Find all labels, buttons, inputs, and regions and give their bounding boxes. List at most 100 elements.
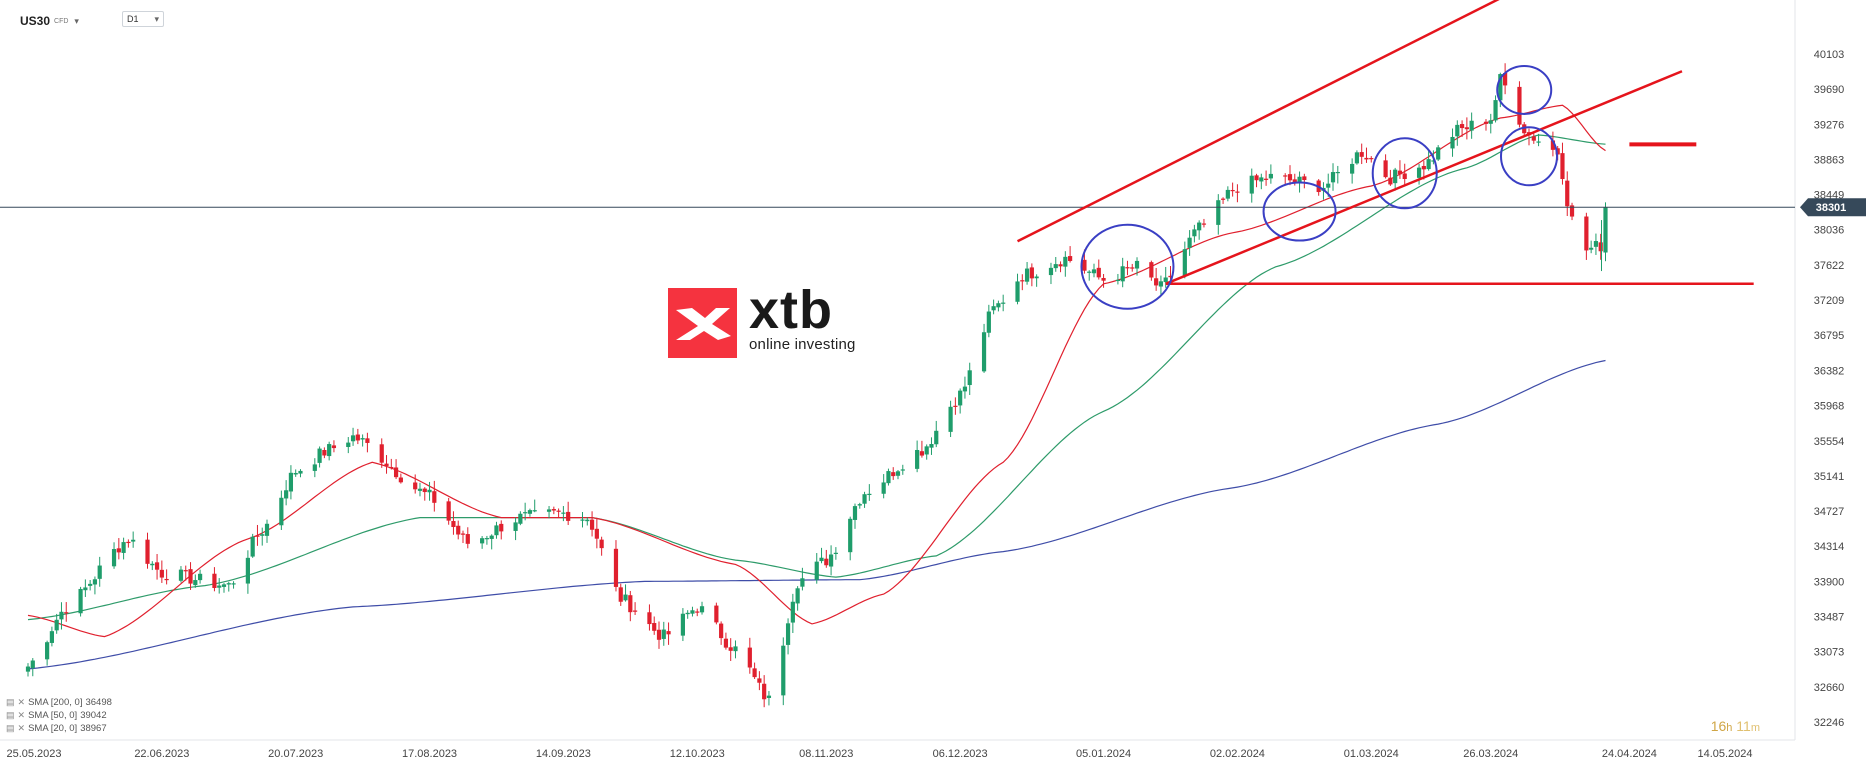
legend-row-sma200[interactable]: ▤ ✕ SMA [200, 0] 36498 <box>6 696 112 709</box>
chevron-down-icon: ▾ <box>154 13 159 24</box>
candle-body <box>881 482 886 494</box>
candle-body <box>131 539 136 542</box>
candle-body <box>1158 281 1164 287</box>
candle-body <box>360 438 365 440</box>
candle-body <box>1235 191 1240 193</box>
candle-body <box>886 471 891 484</box>
candle-body <box>967 370 972 386</box>
x-tick-label: 26.03.2024 <box>1463 748 1518 760</box>
legend-label: SMA [20, 0] <box>28 723 78 734</box>
close-icon[interactable]: ✕ <box>17 723 26 733</box>
close-icon[interactable]: ✕ <box>17 710 26 720</box>
x-tick-label: 06.12.2023 <box>933 748 988 760</box>
candle-body <box>1330 172 1336 183</box>
candle-body <box>422 488 427 493</box>
x-tick-label: 20.07.2023 <box>268 748 323 760</box>
candle-body <box>255 535 260 537</box>
x-tick-label: 14.05.2024 <box>1697 748 1752 760</box>
candle-body <box>666 631 671 635</box>
candle-body <box>346 442 351 448</box>
candle-body <box>1302 176 1307 181</box>
candle-body <box>1589 247 1594 250</box>
candle-body <box>1459 124 1465 129</box>
candle-body <box>1201 223 1207 225</box>
candle-body <box>1216 200 1221 225</box>
candle-body <box>1483 121 1489 124</box>
candle-body <box>150 563 155 566</box>
candle-body <box>1268 173 1273 179</box>
candle-body <box>1397 170 1403 175</box>
candle-body <box>594 528 599 539</box>
candle-body <box>1531 136 1536 141</box>
candle-body <box>1024 268 1030 282</box>
current-price-flag <box>1800 198 1866 217</box>
candle-body <box>948 406 953 432</box>
candle-body <box>489 535 494 539</box>
candle-body <box>523 512 528 514</box>
candle-body <box>857 504 862 506</box>
candle-body <box>733 646 738 652</box>
candle-body <box>484 538 490 540</box>
legend-row-sma20[interactable]: ▤ ✕ SMA [20, 0] 38967 <box>6 722 112 735</box>
symbol-selector[interactable]: US30 CFD ▾ <box>20 12 79 30</box>
candle-body <box>513 522 518 531</box>
y-tick-label: 32660 <box>1814 682 1845 694</box>
candle-body <box>824 558 829 566</box>
candle-body <box>929 444 934 448</box>
menu-icon[interactable]: ▤ <box>6 710 15 720</box>
y-tick-label: 40103 <box>1814 49 1845 61</box>
candle-body <box>1369 158 1374 160</box>
legend-row-sma50[interactable]: ▤ ✕ SMA [50, 0] 39042 <box>6 709 112 722</box>
candle-body <box>178 569 184 581</box>
candle-body <box>1488 120 1493 124</box>
timeframe-value: D1 <box>127 14 139 24</box>
candle-body <box>915 449 920 469</box>
timeframe-select[interactable]: D1 ▾ <box>122 11 164 27</box>
x-tick-label: 17.08.2023 <box>402 748 457 760</box>
candle-body <box>1455 124 1460 137</box>
candle-body <box>1383 160 1388 178</box>
candle-body <box>64 612 69 614</box>
close-icon[interactable]: ✕ <box>17 697 26 707</box>
candle-body <box>284 490 289 499</box>
menu-icon[interactable]: ▤ <box>6 723 15 733</box>
candle-body <box>1254 175 1259 181</box>
candle-body <box>613 548 619 587</box>
candle-body <box>1416 167 1422 178</box>
candle-body <box>1001 302 1006 304</box>
candle-body <box>1182 249 1187 277</box>
candle-body <box>532 510 537 512</box>
candle-body <box>1048 267 1054 276</box>
candle-body <box>183 570 188 572</box>
chevron-down-icon[interactable]: ▾ <box>74 15 79 26</box>
candle-body <box>245 557 250 584</box>
candle-body <box>723 638 729 648</box>
candle-body <box>1569 205 1575 217</box>
candle-body <box>1082 259 1087 271</box>
candle-body <box>996 303 1001 308</box>
x-tick-label: 01.03.2024 <box>1344 748 1399 760</box>
candle-body <box>714 605 719 623</box>
candle-body <box>1287 174 1293 181</box>
candle-body <box>1593 241 1599 247</box>
candle-body <box>460 533 466 535</box>
candle-body <box>126 541 131 544</box>
candle-body <box>1464 127 1469 130</box>
candle-body <box>1091 269 1097 274</box>
candle-body <box>580 519 585 521</box>
menu-icon[interactable]: ▤ <box>6 697 15 707</box>
candle-body <box>1393 169 1398 184</box>
candle-body <box>322 450 327 456</box>
candle-body <box>350 435 356 442</box>
candle-body <box>527 510 533 514</box>
candle-body <box>1522 124 1527 134</box>
candle-body <box>432 491 437 503</box>
current-price-label: 38301 <box>1816 202 1847 214</box>
candle-body <box>231 583 236 585</box>
candle-body <box>365 438 370 443</box>
candle-body <box>1087 271 1092 273</box>
candle-body <box>355 434 360 441</box>
candle-body <box>193 580 198 586</box>
